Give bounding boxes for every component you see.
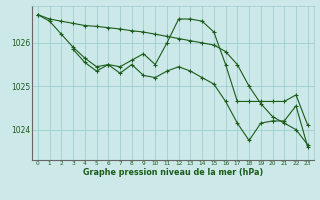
X-axis label: Graphe pression niveau de la mer (hPa): Graphe pression niveau de la mer (hPa) [83, 168, 263, 177]
